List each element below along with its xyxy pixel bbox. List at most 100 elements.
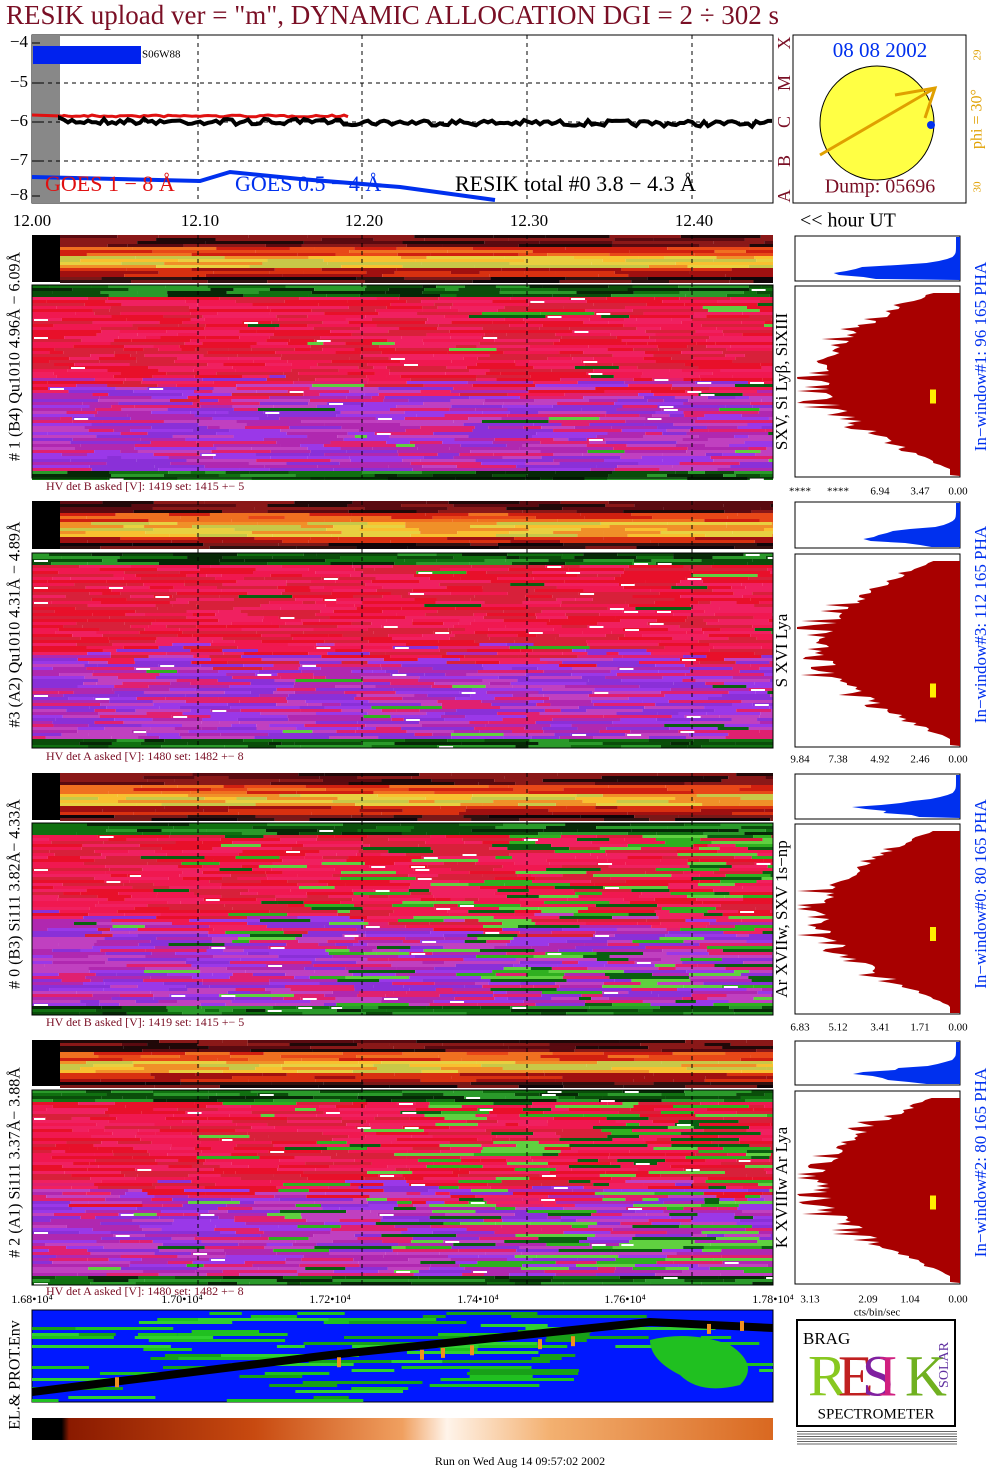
cell [623, 970, 687, 973]
cell [248, 1079, 316, 1082]
cell [657, 904, 721, 907]
cell [136, 357, 178, 360]
cell [319, 830, 334, 832]
cell [573, 889, 632, 892]
cell [368, 1204, 398, 1207]
cell [572, 357, 594, 360]
cell [493, 453, 554, 456]
cell [689, 568, 768, 571]
cell [32, 378, 95, 381]
cell [415, 970, 493, 973]
cell [671, 715, 685, 718]
cell [744, 441, 773, 444]
cell [421, 724, 486, 727]
cell [32, 988, 50, 991]
cell [487, 634, 518, 637]
cell [221, 844, 261, 847]
cell [507, 408, 582, 411]
cell [182, 877, 223, 880]
cell [687, 745, 702, 748]
cell [52, 721, 95, 724]
cell [304, 967, 346, 970]
cell [151, 952, 176, 955]
cell [486, 571, 533, 574]
flare-class: B [774, 155, 794, 167]
cell [149, 522, 178, 525]
pha-main [797, 293, 960, 476]
cell [110, 652, 167, 655]
cell [248, 745, 277, 748]
cell [32, 411, 67, 414]
cell [74, 583, 127, 586]
cell [307, 1177, 365, 1180]
cell [627, 844, 694, 847]
cell [702, 803, 740, 806]
cell [215, 411, 229, 414]
cell [490, 1186, 533, 1189]
cell [679, 625, 753, 628]
cell [228, 809, 311, 812]
cell [390, 303, 435, 306]
cell [110, 1231, 178, 1234]
cell [425, 1201, 445, 1204]
cell [620, 456, 642, 459]
cell [261, 634, 291, 637]
cell [412, 622, 444, 625]
cell [247, 534, 273, 537]
cell [305, 1162, 334, 1165]
cell [80, 637, 109, 640]
cell [510, 540, 561, 543]
cell [661, 907, 716, 910]
cell [444, 315, 469, 318]
cell [319, 982, 393, 985]
cell [60, 277, 102, 280]
cell [266, 874, 298, 877]
cell [373, 631, 434, 634]
cell [389, 913, 450, 916]
cell [133, 658, 211, 661]
cell [445, 1049, 550, 1052]
cell [560, 1135, 608, 1138]
cell [542, 779, 618, 782]
cell [756, 880, 773, 883]
cell [742, 333, 773, 336]
cell [84, 303, 122, 306]
cell [490, 277, 566, 280]
cell [300, 745, 372, 748]
cell [747, 1198, 765, 1201]
cell [464, 1096, 506, 1099]
cell [604, 964, 640, 967]
cell [323, 444, 396, 447]
cell [77, 685, 115, 688]
cell [88, 733, 147, 736]
cell [32, 616, 110, 619]
cell [642, 835, 708, 838]
cell [707, 586, 732, 589]
cell [424, 1114, 476, 1117]
cell [237, 354, 282, 357]
cell [188, 1201, 240, 1204]
cell [510, 1006, 590, 1009]
cell [32, 1129, 73, 1132]
cell [555, 471, 613, 474]
cell [459, 905, 474, 907]
cell [191, 1132, 248, 1135]
cell [136, 803, 162, 806]
cell [452, 1171, 470, 1174]
cell [401, 504, 454, 507]
cell [624, 568, 690, 571]
cell [32, 619, 88, 622]
cell [308, 652, 328, 655]
cell [152, 718, 203, 721]
cell [571, 724, 614, 727]
cell [284, 589, 311, 592]
cell [656, 838, 701, 841]
cell [686, 1067, 767, 1070]
cell [528, 700, 544, 703]
cell [161, 829, 207, 832]
cell [366, 285, 423, 288]
cell [310, 450, 347, 453]
cell [285, 973, 353, 976]
cell [100, 1079, 181, 1082]
cell [32, 670, 94, 673]
